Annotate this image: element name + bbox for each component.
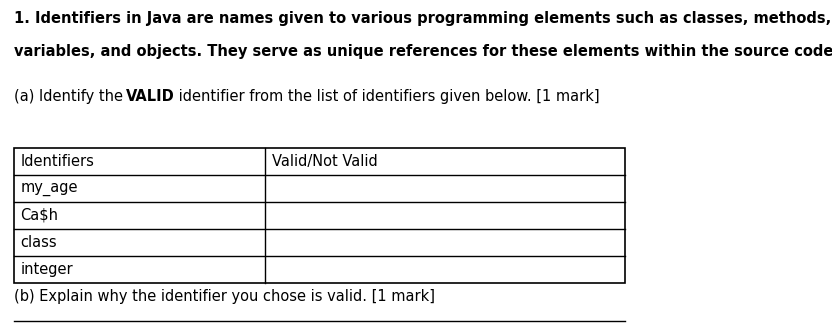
Text: integer: integer xyxy=(21,262,73,277)
Text: variables, and objects. They serve as unique references for these elements withi: variables, and objects. They serve as un… xyxy=(14,44,832,59)
Text: (a) Identify the: (a) Identify the xyxy=(14,89,128,104)
Text: identifier from the list of identifiers given below. [1 mark]: identifier from the list of identifiers … xyxy=(174,89,600,104)
Text: (b) Explain why the identifier you chose is valid. [1 mark]: (b) Explain why the identifier you chose… xyxy=(14,290,435,304)
Text: Ca$h: Ca$h xyxy=(21,208,58,223)
Bar xyxy=(14,148,625,283)
Text: my_age: my_age xyxy=(21,181,78,196)
Text: Valid/Not Valid: Valid/Not Valid xyxy=(272,154,378,169)
Text: 1. Identifiers in Java are names given to various programming elements such as c: 1. Identifiers in Java are names given t… xyxy=(14,11,831,26)
Text: Identifiers: Identifiers xyxy=(21,154,94,169)
Text: VALID: VALID xyxy=(126,89,175,104)
Text: class: class xyxy=(21,235,57,250)
